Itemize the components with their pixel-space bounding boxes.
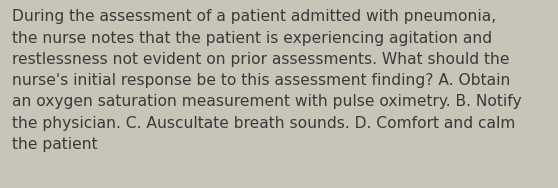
Text: During the assessment of a patient admitted with pneumonia,
the nurse notes that: During the assessment of a patient admit… (12, 9, 522, 152)
